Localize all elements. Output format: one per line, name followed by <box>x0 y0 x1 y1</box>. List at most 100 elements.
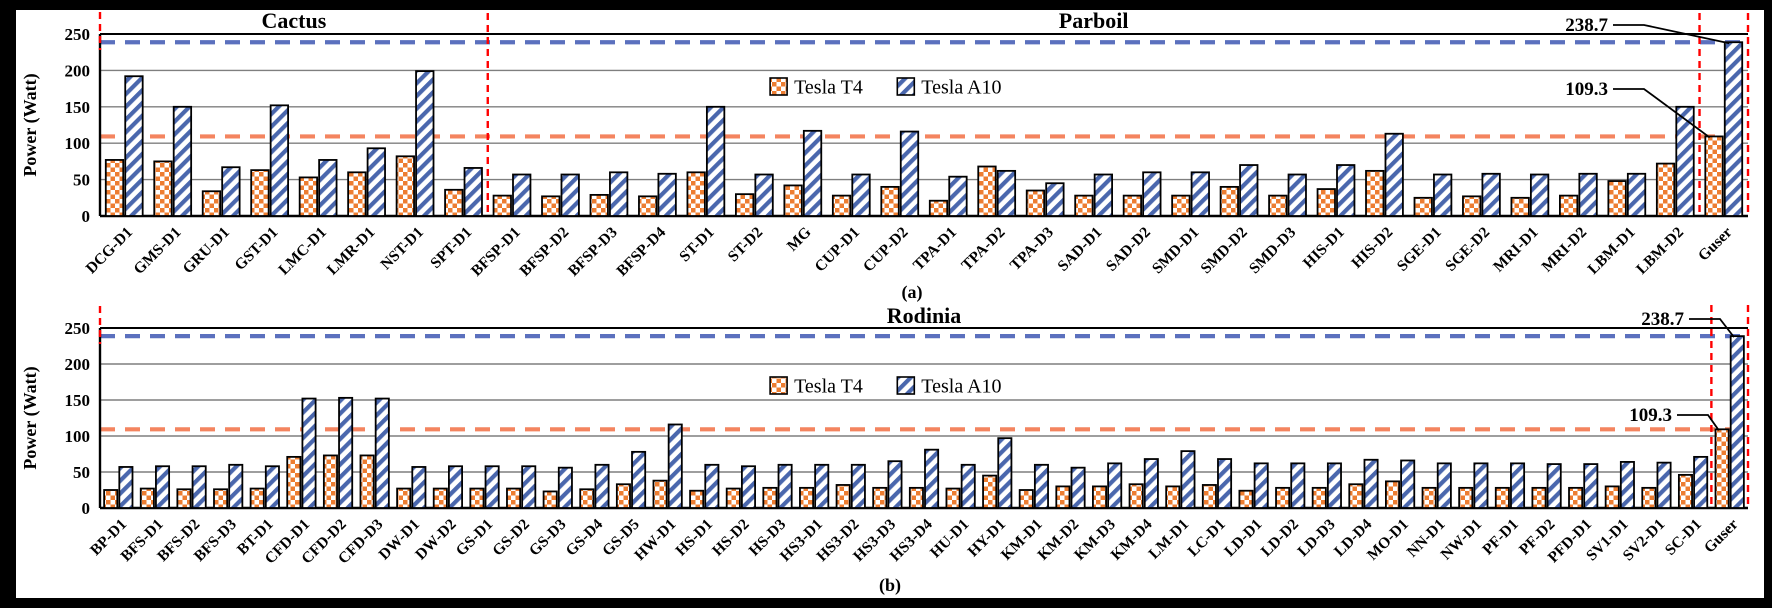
annotation-109.3: 109.3 <box>1565 79 1608 100</box>
x-category-label: DW-D2 <box>412 516 460 564</box>
legend-label-tesla-a10: Tesla A10 <box>921 77 1001 99</box>
bar-tesla-a10 <box>1400 459 1416 509</box>
bar-tesla-t4 <box>928 199 949 217</box>
bar-tesla-a10 <box>814 463 830 509</box>
bar-tesla-a10 <box>124 75 144 217</box>
y-tick-label: 100 <box>65 427 91 446</box>
bar-tesla-a10 <box>221 166 241 217</box>
x-category-label: HU-D1 <box>927 516 973 562</box>
bar-tesla-a10 <box>318 159 338 217</box>
bar-tesla-t4 <box>1531 486 1547 509</box>
bar-tesla-t4 <box>1238 489 1254 509</box>
bar-tesla-a10 <box>704 463 720 509</box>
annotation-leader-line <box>1613 88 1711 139</box>
bar-tesla-a10 <box>851 173 871 217</box>
bar-tesla-t4 <box>1604 485 1620 509</box>
bar-tesla-a10 <box>1433 173 1453 217</box>
y-tick-label: 50 <box>73 463 90 482</box>
x-category-label: LMC-D1 <box>275 224 330 279</box>
x-category-label: CUP-D2 <box>860 224 912 276</box>
bar-tesla-a10 <box>1217 458 1233 509</box>
bar-tesla-a10 <box>899 130 920 217</box>
bar-tesla-a10 <box>1436 462 1452 509</box>
bar-tesla-a10 <box>269 104 289 217</box>
bar-tesla-a10 <box>850 463 866 509</box>
bar-tesla-a10 <box>1384 132 1404 217</box>
bar-tesla-t4 <box>1510 196 1530 217</box>
bar-tesla-t4 <box>977 165 997 217</box>
x-category-label: HS-D1 <box>672 516 716 560</box>
bar-tesla-a10 <box>411 466 427 509</box>
x-category-label: NW-D1 <box>1438 516 1486 564</box>
bar-tesla-t4 <box>103 489 119 509</box>
bar-tesla-t4 <box>579 488 595 509</box>
y-tick-label: 150 <box>65 98 91 117</box>
bar-tesla-a10 <box>264 465 280 509</box>
bar-tesla-t4 <box>1201 484 1217 509</box>
bar-tesla-t4 <box>1421 486 1437 509</box>
chart-a: 050100150200250DCG-D1GMS-D1GRU-D1GST-D1L… <box>20 10 1750 302</box>
bar-tesla-t4 <box>1365 169 1385 217</box>
figure: 0 50 100 150 200 250 DCG-D1 GMS-D1 GRU-D1 GST-D1 L… <box>16 10 1764 598</box>
y-tick-label: 250 <box>65 319 91 338</box>
section-title-rodinia: Rodinia <box>887 303 962 328</box>
bar-tesla-a10 <box>484 465 500 509</box>
bar-tesla-t4 <box>298 176 319 217</box>
bar-tesla-t4 <box>1025 189 1046 217</box>
bar-tesla-a10 <box>448 465 463 509</box>
bar-tesla-t4 <box>1641 486 1657 509</box>
x-category-label: MRI-D2 <box>1539 224 1591 276</box>
legend-swatch-tesla-t4 <box>769 376 788 395</box>
bar-tesla-a10 <box>301 397 317 509</box>
bar-tesla-t4 <box>831 194 852 217</box>
bar-tesla-t4 <box>652 479 668 509</box>
y-tick-label: 0 <box>82 207 91 226</box>
x-category-label: SMD-D1 <box>1149 224 1202 277</box>
y-tick-label: 100 <box>65 134 91 153</box>
x-category-label: ST-D2 <box>725 224 767 266</box>
bar-tesla-a10 <box>1723 41 1744 217</box>
bar-tesla-a10 <box>1287 173 1307 217</box>
bar-tesla-a10 <box>1510 462 1526 509</box>
bar-tesla-t4 <box>359 454 375 509</box>
bar-tesla-t4 <box>322 454 338 509</box>
bar-tesla-t4 <box>872 486 888 509</box>
bar-tesla-a10 <box>924 448 940 509</box>
y-tick-label: 50 <box>73 171 90 190</box>
bar-tesla-a10 <box>1033 463 1049 509</box>
bar-tesla-a10 <box>1619 461 1635 509</box>
x-category-label: MO-D1 <box>1364 516 1412 564</box>
annotation-leader-line <box>1689 318 1735 338</box>
bar-tesla-t4 <box>492 194 512 217</box>
y-tick-label: 200 <box>65 61 91 80</box>
x-category-label: GS-D2 <box>489 516 533 560</box>
legend-swatch-tesla-t4 <box>769 77 788 96</box>
bar-tesla-a10 <box>191 465 207 509</box>
x-category-label: HW-D1 <box>631 516 679 564</box>
bar-tesla-a10 <box>705 105 726 217</box>
x-category-label: GST-D1 <box>231 224 281 274</box>
bar-tesla-a10 <box>1239 164 1259 217</box>
legend-label-tesla-a10: Tesla A10 <box>921 376 1001 398</box>
bar-tesla-t4 <box>469 487 485 509</box>
bar-tesla-t4 <box>1704 135 1724 217</box>
bar-tesla-t4 <box>347 171 367 217</box>
x-category-label: SGE-D2 <box>1442 224 1493 275</box>
bar-tesla-t4 <box>104 159 125 217</box>
section-title-parboil: Parboil <box>1059 10 1129 33</box>
bar-tesla-t4 <box>1348 483 1364 509</box>
bar-tesla-a10 <box>996 169 1017 217</box>
bar-tesla-a10 <box>1180 450 1196 509</box>
legend-swatch-tesla-a10 <box>896 77 916 96</box>
bar-tesla-a10 <box>1481 172 1501 217</box>
x-category-label: GS-D4 <box>563 516 607 560</box>
legend-label-tesla-t4: Tesla T4 <box>794 376 863 398</box>
bar-tesla-a10 <box>1093 173 1113 217</box>
bar-tesla-a10 <box>1583 463 1599 509</box>
annotation-109.3: 109.3 <box>1629 405 1672 426</box>
x-category-label: LM-D1 <box>1145 516 1192 563</box>
x-category-label: SAD-D1 <box>1054 224 1105 275</box>
bar-tesla-a10 <box>228 463 244 509</box>
x-category-label: Guser <box>1695 224 1736 265</box>
bar-tesla-t4 <box>880 185 900 217</box>
